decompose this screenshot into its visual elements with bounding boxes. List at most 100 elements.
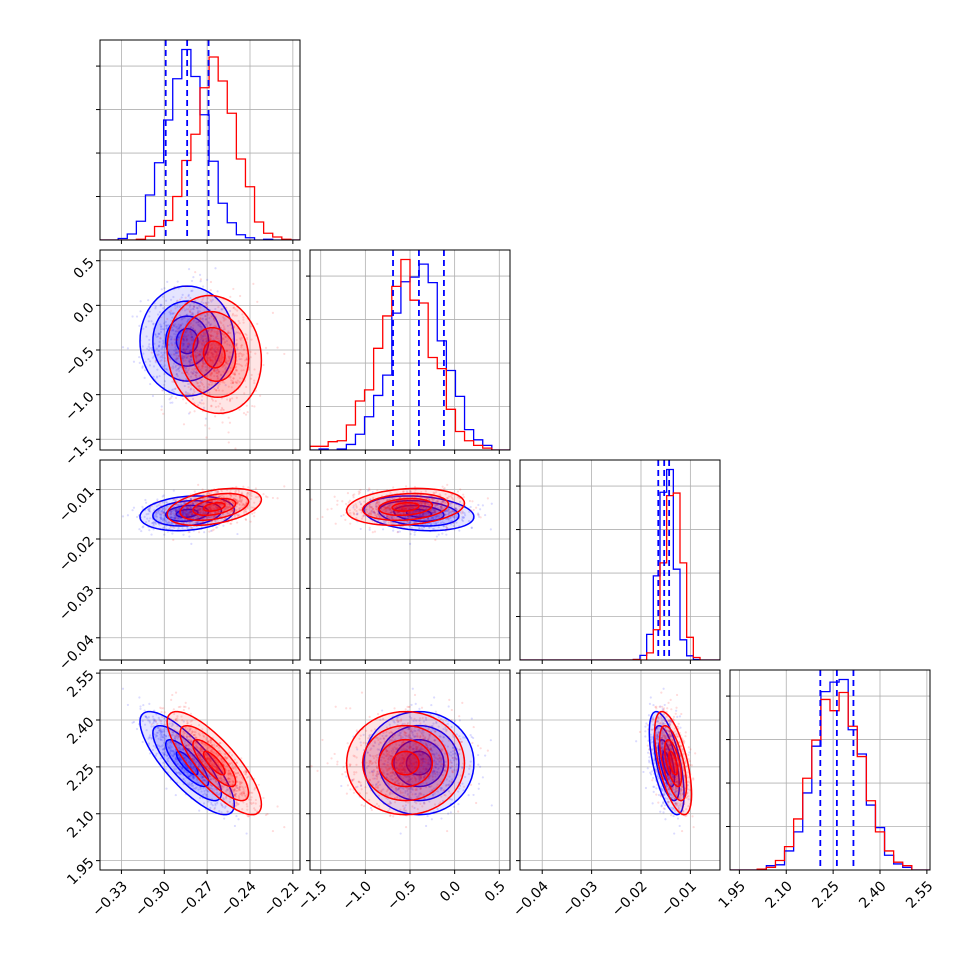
scatter-point	[158, 332, 161, 335]
scatter-point	[146, 347, 149, 350]
scatter-point	[359, 527, 362, 531]
scatter-point	[461, 510, 464, 513]
scatter-point	[187, 342, 190, 345]
scatter-point	[210, 404, 213, 407]
scatter-point	[224, 361, 228, 364]
scatter-point	[213, 387, 216, 391]
scatter-point	[182, 347, 186, 350]
scatter-point	[144, 360, 147, 363]
scatter-point	[215, 350, 218, 354]
scatter-point	[223, 328, 226, 331]
scatter-point	[206, 352, 209, 355]
scatter-point	[276, 497, 279, 500]
scatter-point	[246, 338, 249, 341]
scatter-point	[186, 344, 190, 347]
scatter-point	[227, 330, 230, 333]
scatter-point	[186, 318, 190, 321]
scatter-point	[220, 332, 223, 335]
scatter-point	[174, 396, 178, 400]
scatter-point	[172, 329, 175, 332]
scatter-point	[359, 488, 362, 492]
scatter-point	[196, 521, 199, 524]
scatter-point	[217, 385, 220, 388]
scatter-point	[199, 511, 202, 514]
scatter-point	[470, 526, 473, 529]
scatter-point	[175, 357, 178, 361]
scatter-point	[160, 408, 163, 411]
scatter-point	[176, 280, 179, 283]
scatter-point	[209, 372, 212, 376]
scatter-point	[196, 521, 199, 524]
scatter-point	[199, 520, 202, 524]
scatter-point	[177, 367, 181, 370]
scatter-point	[214, 358, 217, 362]
scatter-point	[168, 311, 171, 314]
scatter-point	[152, 322, 155, 325]
scatter-point	[219, 336, 223, 339]
scatter-point	[183, 348, 186, 352]
scatter-point	[174, 510, 177, 513]
scatter-point	[178, 507, 181, 510]
scatter-point	[244, 518, 248, 521]
scatter-point	[207, 333, 210, 336]
scatter-point	[238, 377, 242, 380]
scatter-point	[193, 367, 196, 371]
scatter-point	[206, 386, 210, 389]
scatter-point	[217, 324, 220, 327]
scatter-point	[152, 375, 155, 379]
scatter-point	[186, 329, 189, 332]
y-tick-label: −0.01	[56, 484, 98, 526]
scatter-point	[192, 305, 196, 308]
scatter-point	[196, 507, 199, 510]
scatter-point	[169, 511, 173, 514]
scatter-point	[190, 336, 193, 339]
scatter-point	[196, 351, 199, 355]
scatter-point	[215, 389, 218, 392]
scatter-point	[222, 513, 225, 516]
scatter-point	[142, 327, 145, 330]
scatter-point	[198, 508, 201, 511]
scatter-point	[236, 379, 239, 382]
scatter-point	[219, 320, 222, 323]
scatter-point	[195, 348, 198, 352]
scatter-point	[368, 489, 371, 492]
scatter-point	[160, 516, 163, 519]
scatter-point	[182, 501, 185, 505]
scatter-point	[217, 370, 220, 373]
scatter-point	[234, 380, 237, 383]
scatter-point	[219, 361, 223, 364]
scatter-point	[229, 397, 232, 401]
scatter-point	[169, 513, 172, 516]
scatter-point	[171, 380, 174, 383]
scatter-point	[217, 337, 220, 340]
scatter-point	[217, 372, 220, 375]
scatter-point	[201, 349, 204, 352]
scatter-point	[204, 315, 207, 318]
scatter-point	[149, 360, 152, 363]
scatter-point	[159, 323, 162, 326]
scatter-point	[201, 363, 205, 366]
scatter-point	[190, 333, 193, 336]
scatter-point	[181, 342, 184, 345]
scatter-point	[190, 326, 193, 329]
scatter-point	[392, 529, 395, 532]
scatter-point	[234, 447, 237, 450]
scatter-point	[139, 300, 142, 303]
scatter-point	[203, 531, 206, 534]
scatter-point	[194, 374, 197, 377]
scatter-point	[181, 322, 184, 325]
scatter-point	[170, 521, 173, 524]
scatter-point	[235, 485, 238, 488]
scatter-point	[190, 506, 193, 510]
panel-1-0: −1.5−1.0−0.50.00.5	[62, 249, 301, 469]
scatter-point	[189, 308, 193, 311]
scatter-point	[203, 512, 206, 515]
scatter-point	[148, 702, 151, 705]
scatter-point	[233, 824, 237, 828]
scatter-point	[173, 526, 176, 529]
scatter-point	[188, 357, 191, 361]
scatter-point	[213, 369, 216, 372]
scatter-point	[155, 375, 159, 378]
scatter-point	[231, 381, 235, 384]
scatter-point	[220, 322, 223, 325]
